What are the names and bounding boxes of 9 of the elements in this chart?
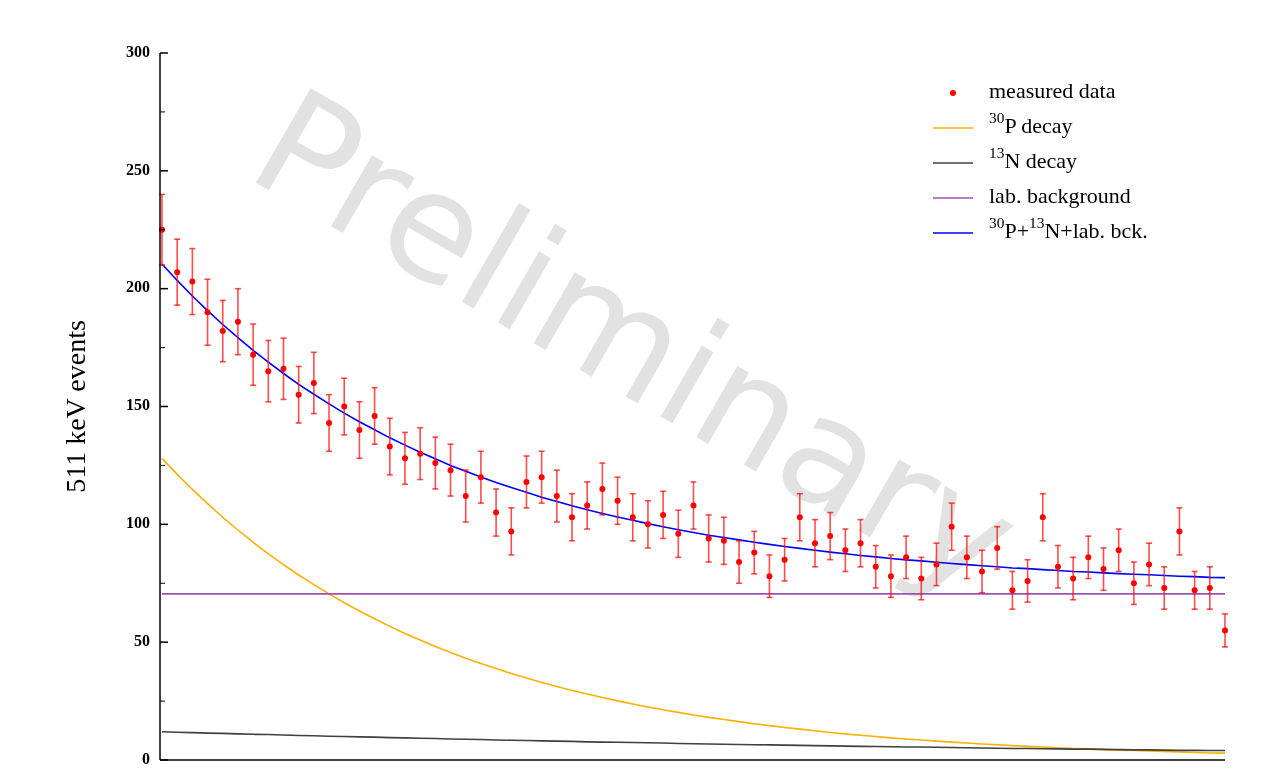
y-tick-label: 150 [126, 396, 150, 414]
y-tick-label: 250 [126, 160, 150, 178]
y-tick-label: 200 [126, 278, 150, 296]
y-axis-title: 511 keV events [60, 320, 91, 493]
line-series [161, 730, 1226, 752]
y-tick-label: 50 [134, 631, 150, 649]
y-tick-label: 100 [126, 514, 150, 532]
y-tick-label: 300 [126, 42, 150, 60]
y-tick-label: 0 [142, 749, 150, 767]
